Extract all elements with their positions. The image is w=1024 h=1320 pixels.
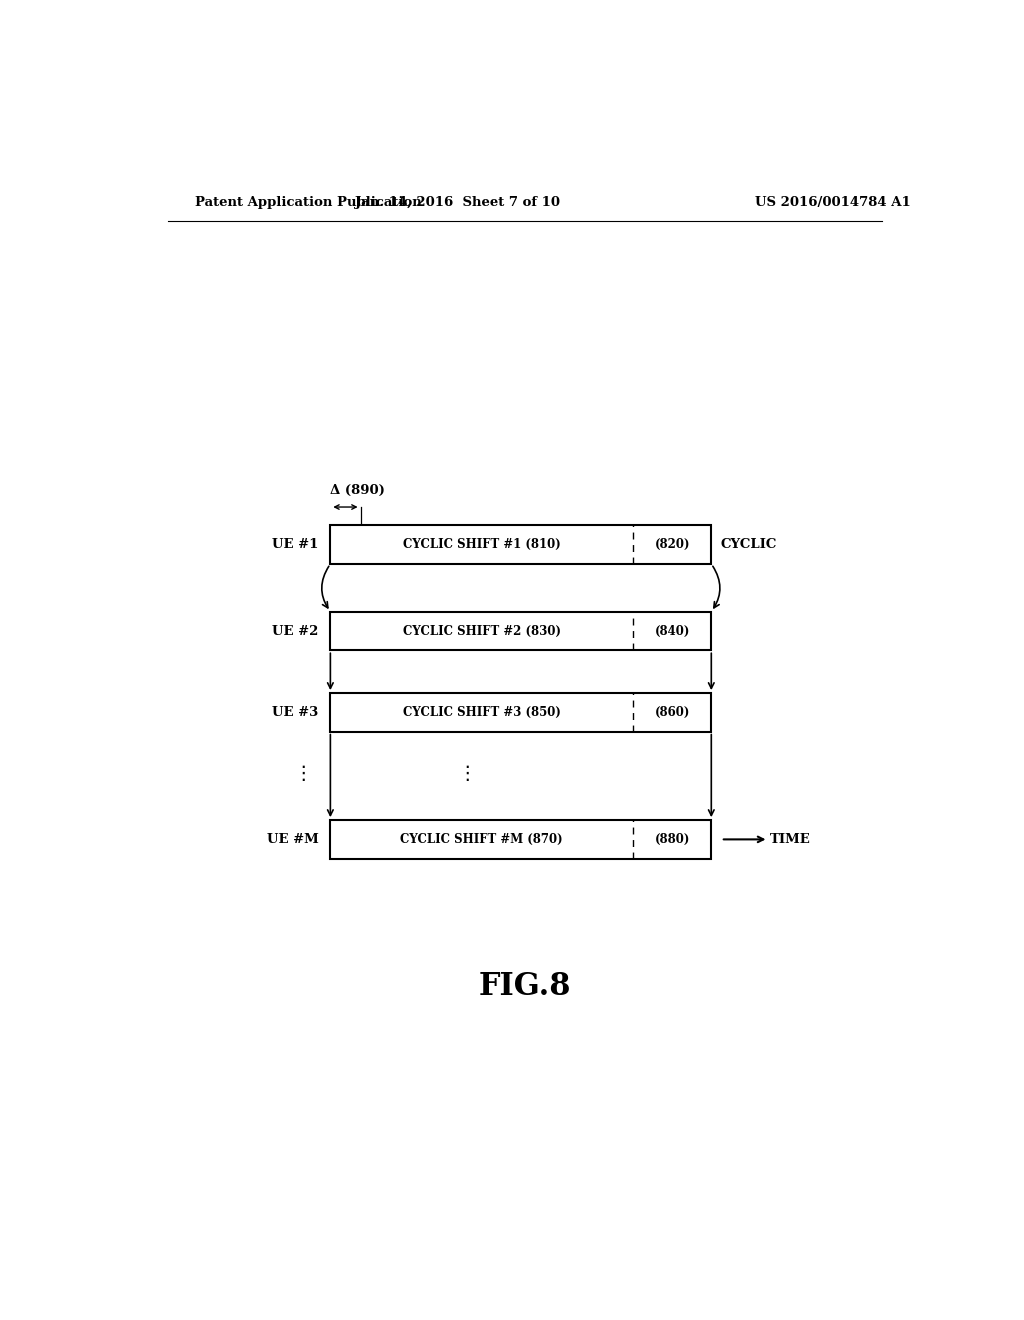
Text: UE #1: UE #1 xyxy=(272,539,318,552)
Text: TIME: TIME xyxy=(770,833,811,846)
Text: UE #M: UE #M xyxy=(266,833,318,846)
Text: FIG.8: FIG.8 xyxy=(478,972,571,1002)
Text: CYCLIC SHIFT #1 (810): CYCLIC SHIFT #1 (810) xyxy=(402,539,561,552)
Text: Δ (890): Δ (890) xyxy=(331,484,385,496)
Text: UE #2: UE #2 xyxy=(272,624,318,638)
Text: (820): (820) xyxy=(654,539,690,552)
Text: CYCLIC SHIFT #3 (850): CYCLIC SHIFT #3 (850) xyxy=(402,706,561,719)
Text: CYCLIC: CYCLIC xyxy=(721,539,777,552)
Text: US 2016/0014784 A1: US 2016/0014784 A1 xyxy=(755,195,910,209)
Text: CYCLIC SHIFT #2 (830): CYCLIC SHIFT #2 (830) xyxy=(402,624,561,638)
Text: UE #3: UE #3 xyxy=(272,706,318,719)
Text: (840): (840) xyxy=(654,624,690,638)
Text: CYCLIC SHIFT #M (870): CYCLIC SHIFT #M (870) xyxy=(400,833,563,846)
Bar xyxy=(331,693,712,731)
Text: (860): (860) xyxy=(654,706,690,719)
Text: ⋮: ⋮ xyxy=(293,764,312,783)
Bar xyxy=(331,611,712,651)
Text: ⋮: ⋮ xyxy=(457,764,476,783)
Text: Jan. 14, 2016  Sheet 7 of 10: Jan. 14, 2016 Sheet 7 of 10 xyxy=(355,195,560,209)
Text: Patent Application Publication: Patent Application Publication xyxy=(196,195,422,209)
Bar xyxy=(331,820,712,859)
Bar xyxy=(331,525,712,564)
Text: (880): (880) xyxy=(654,833,690,846)
